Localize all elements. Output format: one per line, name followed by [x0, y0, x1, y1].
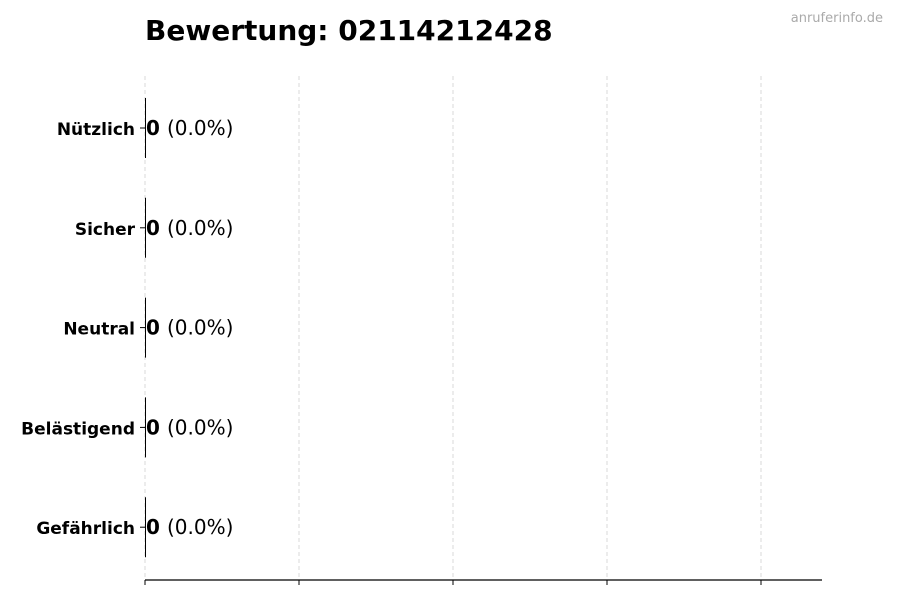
data-label-count: 0	[146, 415, 160, 439]
data-label-percent: (0.0%)	[167, 316, 233, 340]
data-label-count: 0	[146, 515, 160, 539]
data-label-percent: (0.0%)	[167, 415, 233, 439]
y-tick-label: Belästigend	[21, 419, 135, 439]
data-label-percent: (0.0%)	[167, 116, 233, 140]
chart-title: Bewertung: 02114212428	[145, 14, 553, 47]
y-tick-label: Sicher	[75, 220, 136, 240]
data-label-count: 0	[146, 316, 160, 340]
y-tick-label: Nützlich	[57, 120, 135, 140]
data-label-count: 0	[146, 216, 160, 240]
data-label-percent: (0.0%)	[167, 216, 233, 240]
data-label-percent: (0.0%)	[167, 515, 233, 539]
watermark: anruferinfo.de	[791, 11, 883, 26]
y-tick-label: Gefährlich	[36, 519, 135, 539]
data-label-count: 0	[146, 116, 160, 140]
y-tick-label: Neutral	[63, 320, 135, 340]
